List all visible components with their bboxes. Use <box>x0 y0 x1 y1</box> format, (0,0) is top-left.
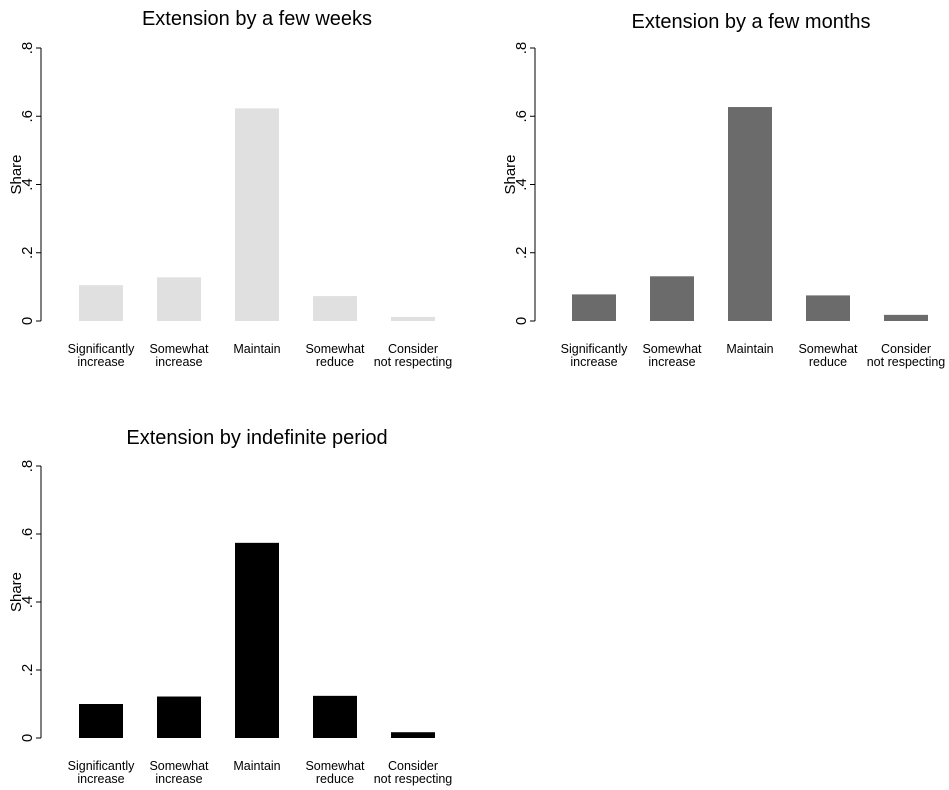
x-tick-label: Maintain <box>233 342 280 356</box>
y-tick-label: .2 <box>19 664 36 677</box>
x-tick-label: Maintain <box>726 342 773 356</box>
bar <box>157 696 201 738</box>
y-tick-label: .4 <box>19 596 36 609</box>
chart-title: Extension by a few months <box>631 11 870 33</box>
chart-title: Extension by indefinite period <box>126 427 387 449</box>
bar <box>391 732 435 738</box>
bar <box>391 316 435 321</box>
bar <box>79 285 123 321</box>
bar <box>728 107 772 321</box>
y-tick-label: 0 <box>19 317 36 325</box>
y-axis-title: Share <box>8 154 25 194</box>
y-tick-label: .4 <box>19 178 36 191</box>
y-tick-label: 0 <box>513 317 530 325</box>
bar <box>157 277 201 321</box>
y-axis-title: Share <box>502 154 519 194</box>
bar <box>313 695 357 738</box>
x-tick-label: Consider not respecting <box>374 759 453 786</box>
x-tick-label: Somewhat reduce <box>305 342 365 369</box>
chart-title: Extension by a few weeks <box>142 8 372 30</box>
y-tick-label: .6 <box>19 528 36 541</box>
chart-panel-2: Extension by a few months 0 .2 .4 .6 .8 Share S… <box>502 11 945 369</box>
y-axis-title: Share <box>8 572 25 612</box>
chart-panel-1: Extension by a few weeks 0 .2 .4 .6 .8 Share Si… <box>8 8 452 369</box>
y-tick-label: .4 <box>513 178 530 191</box>
bar <box>235 108 279 322</box>
x-tick-label: Somewhat reduce <box>305 759 365 786</box>
y-tick-label: .2 <box>19 246 36 259</box>
x-tick-label: Consider not respecting <box>867 342 946 369</box>
x-tick-label: Significantly increase <box>68 342 135 369</box>
y-tick-label: .8 <box>513 42 530 55</box>
y-tick-label: .6 <box>19 110 36 123</box>
y-tick-label: .6 <box>513 110 530 123</box>
x-tick-label: Somewhat increase <box>642 342 702 369</box>
x-tick-label: Consider not respecting <box>374 342 453 369</box>
x-tick-label: Maintain <box>233 759 280 773</box>
x-tick-label: Significantly increase <box>68 759 135 786</box>
bar <box>79 704 123 738</box>
bar <box>806 295 850 321</box>
bar <box>235 542 279 738</box>
x-tick-label: Somewhat reduce <box>798 342 858 369</box>
x-tick-label: Somewhat increase <box>149 342 209 369</box>
x-tick-label: Significantly increase <box>561 342 628 369</box>
chart-panel-3: Extension by indefinite period 0 .2 .4 .6 .8 S… <box>8 427 452 786</box>
bar <box>572 294 616 321</box>
y-tick-label: .8 <box>19 42 36 55</box>
bar <box>313 296 357 321</box>
y-tick-label: .8 <box>19 460 36 473</box>
bar <box>884 314 928 321</box>
y-tick-label: 0 <box>19 734 36 742</box>
y-tick-label: .2 <box>513 246 530 259</box>
x-tick-label: Somewhat increase <box>149 759 209 786</box>
bar <box>650 276 694 321</box>
